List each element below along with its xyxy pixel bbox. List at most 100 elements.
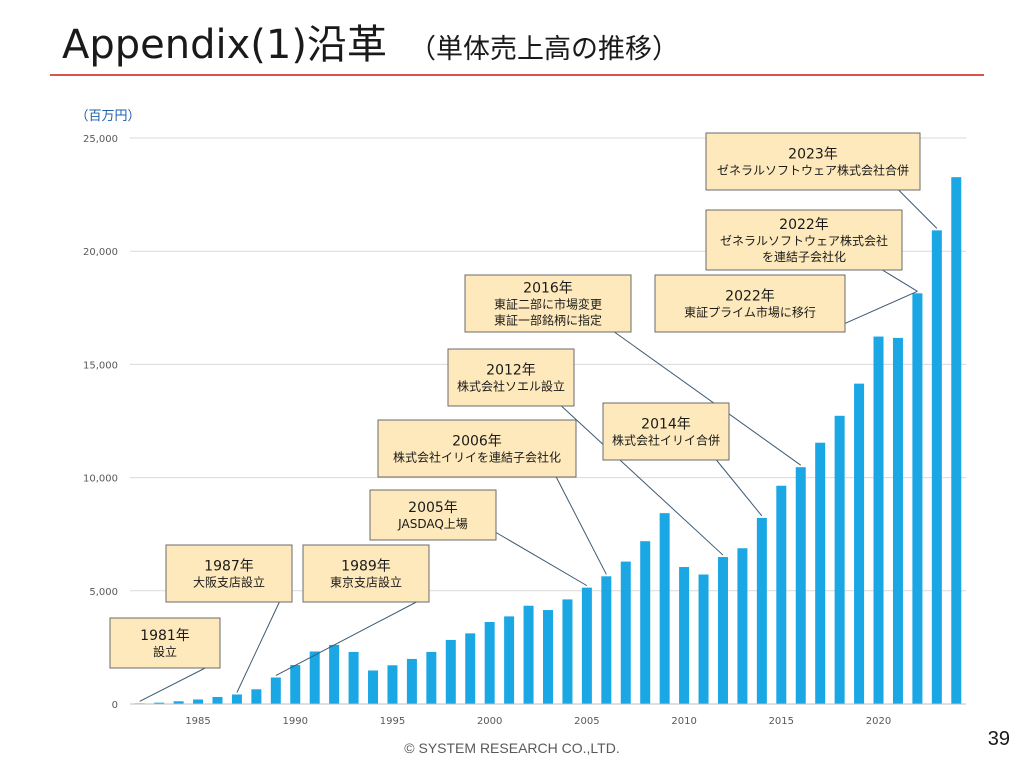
callout-year: 1989年: [341, 559, 391, 575]
callout-leader: [561, 405, 724, 556]
bar-2018: [834, 415, 845, 704]
bar-1998: [445, 639, 456, 704]
callout-text: 東証一部銘柄に指定: [494, 313, 602, 328]
bar-2014: [756, 517, 767, 704]
bars: [134, 177, 962, 704]
bar-1984: [173, 701, 184, 704]
callout-year: 2016年: [523, 281, 573, 297]
callout-leader: [716, 459, 763, 517]
bar-1996: [406, 658, 417, 704]
page-number: 39: [987, 728, 1010, 750]
callout-box: [464, 274, 632, 333]
bar-2019: [854, 383, 865, 704]
callouts: 1981年設立1987年大阪支店設立1989年東京支店設立2005年JASDAQ…: [109, 132, 921, 669]
bar-1992: [329, 644, 340, 704]
callout-text: 東証プライム市場に移行: [684, 305, 816, 320]
bar-2007: [620, 561, 631, 704]
callout-year: 2022年: [725, 289, 775, 305]
callout-box: [705, 209, 903, 271]
bar-2012: [717, 557, 728, 704]
bar-1993: [348, 651, 359, 704]
bar-2002: [523, 605, 534, 704]
title-divider: [50, 74, 984, 76]
bar-2011: [698, 574, 709, 704]
callout-leader: [898, 189, 938, 229]
callout-box: [369, 489, 497, 541]
bar-2010: [679, 567, 690, 704]
bar-2016: [795, 467, 806, 704]
x-tick-label: 2005: [574, 716, 599, 727]
bar-1988: [251, 689, 262, 704]
bar-2015: [776, 485, 787, 704]
callout-leader: [882, 269, 918, 292]
x-tick-label: 1985: [185, 716, 210, 727]
bar-2022: [912, 293, 923, 704]
revenue-bar-chart: （百万円） 0 5,000 10,000 15,000 20,000 25,000 1985…: [75, 109, 966, 727]
callout-text: ゼネラルソフトウェア株式会社: [720, 233, 888, 248]
slide-title-subtitle: （単体売上高の推移）: [408, 34, 679, 65]
callout-leader: [555, 476, 607, 575]
callout-leader: [844, 290, 918, 324]
bar-2021: [892, 337, 903, 704]
bar-1983: [154, 702, 165, 704]
bar-1990: [290, 665, 301, 704]
callout-text: 株式会社ソエル設立: [457, 379, 565, 394]
callout-box: [602, 402, 730, 461]
callout-box: [447, 348, 575, 407]
y-tick-label: 20,000: [83, 247, 118, 258]
callout-year: 2006年: [452, 434, 502, 450]
bar-1991: [309, 651, 320, 704]
callout-box: [109, 617, 221, 669]
bar-1999: [465, 633, 476, 704]
callout-year: 2005年: [408, 500, 458, 516]
callout-leader: [614, 331, 802, 466]
x-tick-label: 2000: [477, 716, 502, 727]
callout-box: [377, 419, 577, 478]
bar-1995: [387, 665, 398, 704]
x-tick-label: 1990: [283, 716, 308, 727]
bar-2001: [504, 616, 515, 704]
callout-box: [165, 544, 293, 603]
x-tick-label: 2015: [769, 716, 794, 727]
bar-1997: [426, 651, 437, 704]
slide-title-main: Appendix(1)沿革: [62, 22, 387, 68]
x-tick-label: 2010: [671, 716, 696, 727]
callout-box: [654, 274, 846, 333]
callout-text: 大阪支店設立: [193, 575, 265, 590]
callout-box: [302, 544, 430, 603]
bar-2024: [951, 177, 962, 704]
bar-1994: [368, 670, 379, 704]
bar-2006: [601, 576, 612, 704]
x-tick-label: 2020: [866, 716, 891, 727]
bar-2008: [640, 541, 651, 704]
y-tick-label: 10,000: [83, 474, 118, 485]
bar-2005: [581, 587, 592, 704]
bar-2003: [543, 610, 553, 704]
callout-year: 2022年: [779, 217, 829, 233]
footer-copyright: © SYSTEM RESEARCH CO.,LTD.: [404, 740, 620, 756]
y-tick-label: 0: [112, 700, 118, 711]
callout-year: 1987年: [204, 559, 254, 575]
callout-year: 2014年: [641, 417, 691, 433]
bar-1986: [212, 696, 223, 704]
callout-leader: [236, 601, 280, 693]
y-tick-label: 25,000: [83, 134, 118, 145]
bar-2023: [931, 230, 942, 704]
bar-2020: [873, 336, 884, 704]
callout-text: 株式会社イリイを連結子会社化: [393, 450, 561, 465]
callout-leader: [495, 532, 588, 587]
callout-text: を連結子会社化: [762, 249, 846, 264]
y-tick-label: 5,000: [89, 587, 118, 598]
bar-2009: [659, 513, 670, 704]
